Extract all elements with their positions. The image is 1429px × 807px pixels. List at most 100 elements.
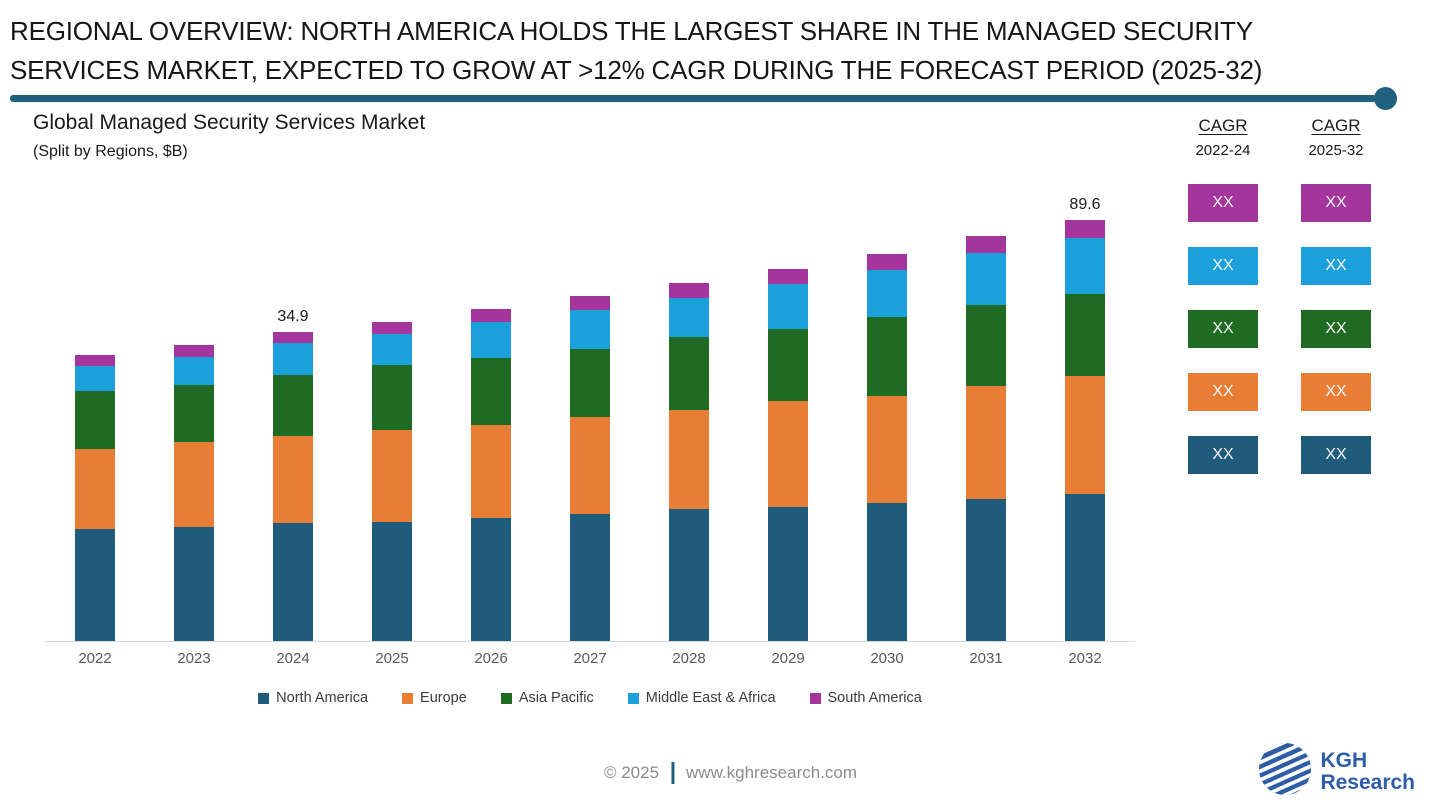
bar-segment-asia-pacific	[75, 391, 115, 449]
bar-segment-europe	[867, 396, 907, 503]
bar-segment-europe	[372, 430, 412, 522]
cagr-row-south-america: XX XX	[1188, 184, 1371, 222]
bar-segment-asia-pacific	[867, 317, 907, 396]
bar-segment-middle-east-africa	[372, 334, 412, 365]
bar-segment-south-america	[372, 322, 412, 334]
x-axis-label-2024: 2024	[276, 650, 310, 667]
bar-segment-middle-east-africa	[471, 322, 511, 358]
bar-segment-middle-east-africa	[174, 357, 214, 385]
bar-segment-europe	[174, 442, 214, 527]
bar-segment-south-america	[570, 296, 610, 310]
bar-segment-north-america	[75, 529, 115, 641]
cagr-value-asia-pacific-2: XX	[1301, 310, 1371, 348]
legend-swatch-asia-pacific	[500, 692, 512, 704]
bar-segment-south-america	[768, 269, 808, 284]
slide-title-line2: SERVICES MARKET, EXPECTED TO GROW AT >12…	[10, 55, 1263, 85]
logo-text-line1: KGH	[1320, 748, 1368, 772]
cagr-panel: CAGR 2022-24 CAGR 2025-32 XX XX XX XX XX XX XX…	[1188, 116, 1378, 474]
cagr-value-south-america-2: XX	[1301, 184, 1371, 222]
cagr-label-2: CAGR	[1311, 116, 1361, 135]
cagr-value-south-america-1: XX	[1188, 184, 1258, 222]
x-axis: 2022 2023 2024 2025 2026 2027 2028 2029 2030 2031…	[45, 650, 1135, 672]
bar-segment-middle-east-africa	[1065, 238, 1105, 294]
x-axis-label-2028: 2028	[672, 650, 706, 667]
title-divider	[10, 95, 1376, 102]
bar-segment-north-america	[471, 518, 511, 641]
x-axis-label-2031: 2031	[969, 650, 1003, 667]
slide-title: REGIONAL OVERVIEW: NORTH AMERICA HOLDS T…	[10, 12, 1370, 90]
cagr-row-middle-east-africa: XX XX	[1188, 247, 1371, 285]
copyright-text: © 2025	[603, 763, 660, 782]
legend-label-north-america: North America	[276, 690, 369, 706]
slide-title-line1: REGIONAL OVERVIEW: NORTH AMERICA HOLDS T…	[10, 16, 1253, 46]
bar-segment-middle-east-africa	[273, 343, 313, 375]
legend-swatch-north-america	[258, 692, 270, 704]
footer-separator	[671, 762, 675, 784]
kgh-research-logo: KGH Research	[1258, 742, 1415, 801]
bar-segment-middle-east-africa	[867, 270, 907, 317]
bar-segment-south-america	[471, 309, 511, 322]
cagr-period-1: 2022-24	[1195, 142, 1251, 159]
chart-title: Global Managed Security Services Market	[33, 111, 426, 134]
bar-segment-south-america	[867, 254, 907, 270]
cagr-row-north-america: XX XX	[1188, 436, 1371, 474]
x-axis-label-2027: 2027	[573, 650, 607, 667]
bar-segment-asia-pacific	[372, 365, 412, 430]
bar-segment-south-america	[669, 283, 709, 298]
x-axis-label-2030: 2030	[870, 650, 904, 667]
bar-segment-north-america	[570, 514, 610, 641]
bar-segment-europe	[570, 417, 610, 514]
bar-segment-north-america	[273, 523, 313, 641]
x-axis-label-2025: 2025	[375, 650, 409, 667]
bar-segment-asia-pacific	[174, 385, 214, 442]
legend-swatch-europe	[402, 692, 414, 704]
bar-segment-europe	[768, 401, 808, 507]
bar-segment-north-america	[768, 507, 808, 641]
bar-segment-south-america	[1065, 220, 1105, 238]
bar-segment-middle-east-africa	[570, 310, 610, 349]
bar-segment-middle-east-africa	[768, 284, 808, 329]
cagr-value-asia-pacific-1: XX	[1188, 310, 1258, 348]
bar-segment-asia-pacific	[669, 337, 709, 410]
plot-area: 34.9 89.6	[45, 190, 1135, 642]
legend-item-asia-pacific: Asia Pacific	[500, 690, 594, 706]
legend-swatch-middle-east-africa	[627, 692, 639, 704]
legend-label-middle-east-africa: Middle East & Africa	[645, 690, 776, 706]
bar-segment-europe	[471, 425, 511, 518]
data-label-2032: 89.6	[1069, 196, 1101, 213]
globe-icon	[1258, 742, 1312, 801]
website-text: www.kghresearch.com	[686, 763, 858, 782]
bar-segment-south-america	[174, 345, 214, 357]
cagr-value-europe-1: XX	[1188, 373, 1258, 411]
cagr-value-north-america-1: XX	[1188, 436, 1258, 474]
bar-segment-middle-east-africa	[75, 366, 115, 391]
cagr-column-header-2: CAGR 2025-32	[1301, 116, 1371, 159]
bar-segment-asia-pacific	[966, 305, 1006, 386]
bar-segment-north-america	[372, 522, 412, 641]
bar-segment-europe	[669, 410, 709, 509]
footer: © 2025 www.kghresearch.com	[604, 762, 857, 784]
bar-segment-europe	[273, 436, 313, 523]
legend-label-asia-pacific: Asia Pacific	[518, 690, 594, 706]
x-axis-label-2026: 2026	[474, 650, 508, 667]
cagr-value-middle-east-africa-1: XX	[1188, 247, 1258, 285]
legend-item-north-america: North America	[258, 690, 368, 706]
cagr-value-middle-east-africa-2: XX	[1301, 247, 1371, 285]
logo-text: KGH Research	[1320, 748, 1415, 794]
cagr-row-asia-pacific: XX XX	[1188, 310, 1371, 348]
cagr-headers: CAGR 2022-24 CAGR 2025-32	[1188, 116, 1378, 182]
bar-segment-south-america	[75, 355, 115, 366]
x-axis-label-2023: 2023	[177, 650, 211, 667]
cagr-value-europe-2: XX	[1301, 373, 1371, 411]
data-label-2024: 34.9	[277, 308, 309, 325]
bar-segment-asia-pacific	[273, 375, 313, 436]
legend-item-middle-east-africa: Middle East & Africa	[627, 690, 776, 706]
bar-segment-south-america	[966, 236, 1006, 253]
bar-segment-asia-pacific	[570, 349, 610, 417]
cagr-period-2: 2025-32	[1308, 142, 1364, 159]
bar-segment-middle-east-africa	[966, 253, 1006, 305]
bar-segment-north-america	[966, 499, 1006, 641]
bar-segment-middle-east-africa	[669, 298, 709, 337]
cagr-value-north-america-2: XX	[1301, 436, 1371, 474]
bar-segment-north-america	[867, 503, 907, 641]
